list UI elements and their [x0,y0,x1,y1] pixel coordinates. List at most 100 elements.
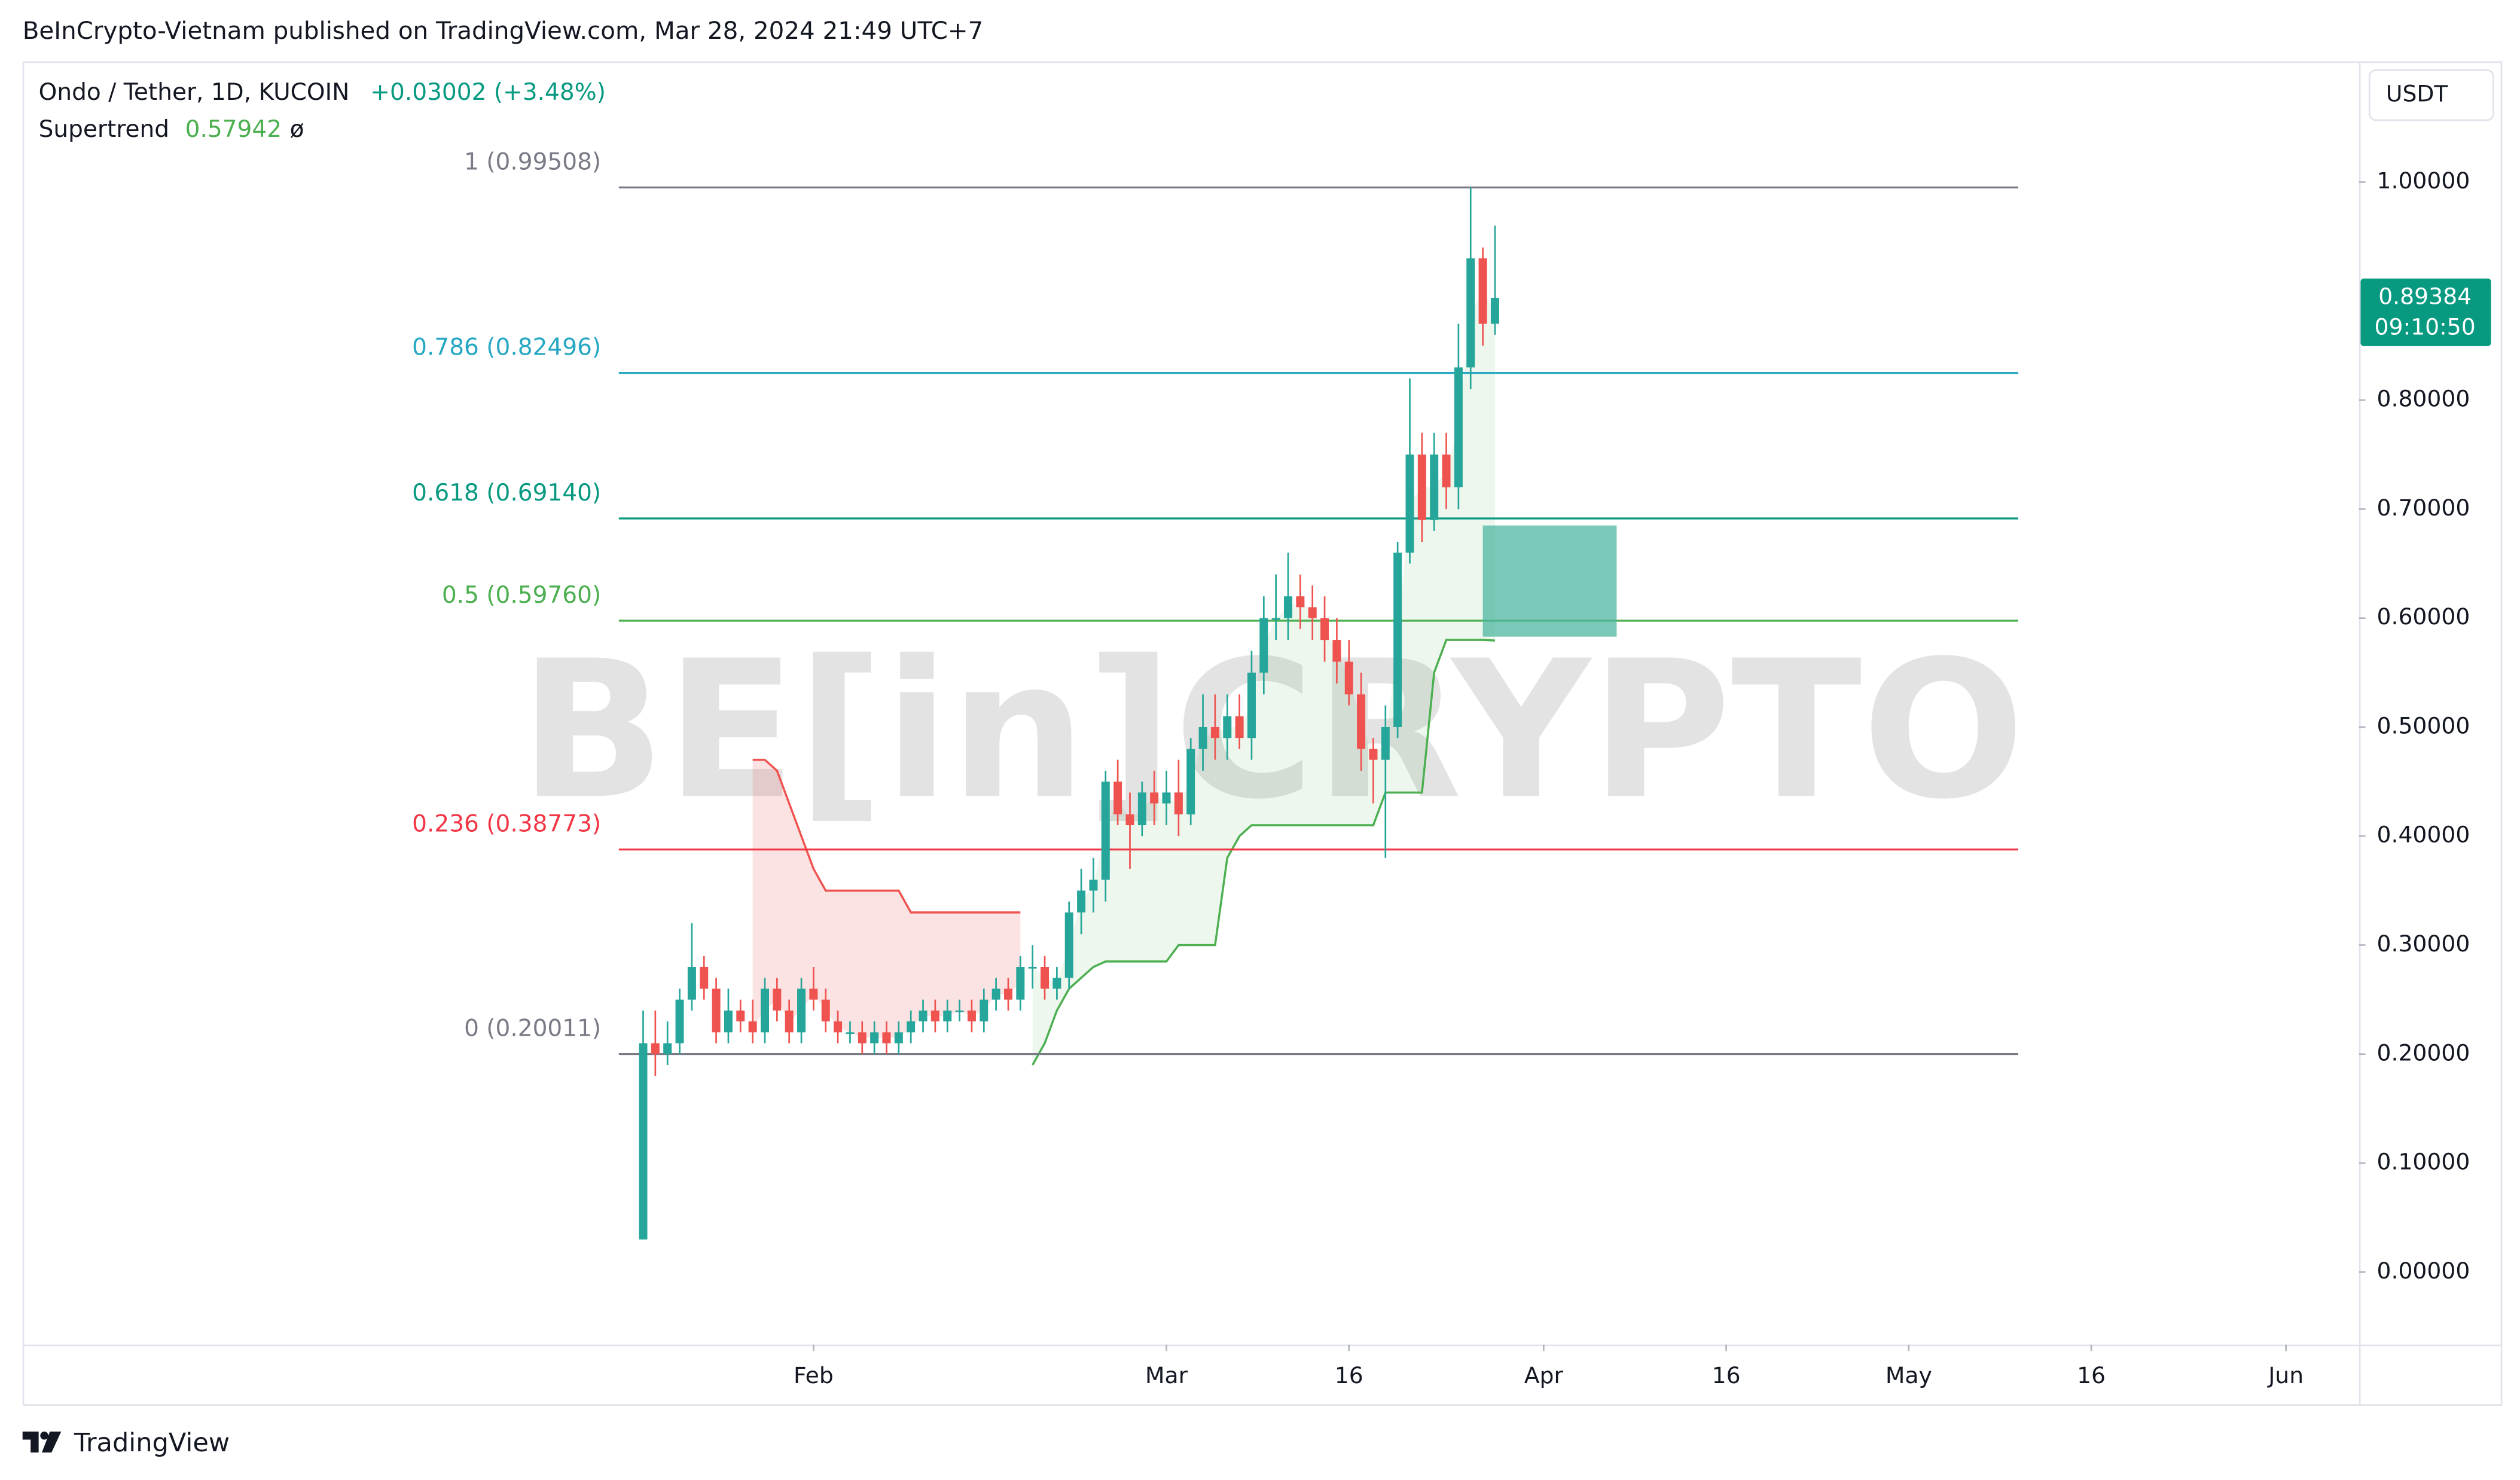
symbol-title: Ondo / Tether, 1D, KUCOIN [39,79,350,106]
logo-mark [42,1431,62,1452]
candle-body [1271,618,1280,620]
candle-body [1137,792,1146,826]
publish-info: BeInCrypto-Vietnam published on TradingV… [23,17,984,45]
supertrend-fill [752,759,1021,1038]
countdown-label: 09:10:50 [2375,314,2476,340]
candle-body [846,1032,855,1035]
candle-body [1381,727,1390,760]
x-tick-label: Jun [2267,1362,2304,1389]
x-tick-label: 16 [2077,1362,2106,1389]
y-tick-label: 0.80000 [2377,386,2470,412]
footer-brand: TradingView [74,1428,230,1458]
zone-box [1482,525,1617,637]
candle-body [1442,454,1451,487]
candle-body [1028,966,1037,969]
y-tick-label: 0.00000 [2377,1258,2470,1284]
candle-body [1064,912,1073,978]
candle-body [1466,258,1475,368]
candle-body [882,1032,891,1043]
candle-body [1186,749,1195,814]
candle-body [955,1010,964,1012]
last-price-box [2360,278,2491,346]
y-tick-label: 0.50000 [2377,712,2470,739]
indicator-name: Supertrend [39,116,169,143]
tradingview-logo [22,1431,62,1452]
candle-body [1308,607,1317,618]
y-tick-label: 0.10000 [2377,1149,2470,1175]
candle-body [1210,727,1219,739]
candle-body [894,1032,903,1043]
supertrend-line [752,758,1021,914]
fib-label: 1 (0.99508) [464,149,601,176]
candle-body [1101,782,1110,880]
watermark: BE[in]CRYPTO [519,620,2025,841]
candle-body [919,1010,928,1022]
candle-body [1405,454,1414,553]
supertrend-line [1032,639,1496,1066]
x-tick-label: Feb [794,1362,834,1389]
candle-body [991,988,1000,1000]
price-change: +0.03002 (+3.48%) [370,79,606,106]
candle-body [1174,792,1183,814]
logo-mark [22,1431,39,1452]
candle-body [834,1021,843,1033]
candle-body [870,1032,879,1043]
candle-body [675,999,684,1043]
candle-body [1344,661,1353,695]
candle-body [760,988,769,1033]
candle-body [1198,727,1207,749]
candle-body [1478,258,1487,324]
candle-body [809,988,818,1000]
candle-body [712,988,721,1033]
candle-body [1162,792,1171,804]
plot-area: 1 (0.99508) 0.786 (0.82496) 0.618 (0.69140… [412,149,2018,1240]
candle-body [736,1010,745,1022]
x-tick-label: May [1886,1362,1932,1389]
currency-button[interactable] [2368,69,2494,121]
candle-body [967,1010,976,1022]
candle-body [943,1010,952,1022]
indicator-symbol: ø [290,116,304,143]
frame [22,61,2503,1406]
candle-body [724,1010,733,1033]
last-price-label: 0.89384 [2378,283,2472,310]
candle-body [1454,367,1463,487]
candle-body [663,1043,672,1054]
y-tick-label: 1.00000 [2377,167,2470,194]
candle-body [639,1043,648,1240]
candle-body [1296,596,1305,608]
candle-body [1259,618,1268,673]
candle-body [1016,966,1025,1000]
candle-body [1077,890,1086,913]
logo-dot [40,1431,48,1440]
candle-body [1235,716,1244,739]
candle-body [858,1032,867,1043]
candle-body [1417,454,1426,520]
fib-label: 0.236 (0.38773) [412,811,601,838]
candle-body [1052,978,1061,989]
candle-body [1089,880,1098,891]
y-tick-label: 0.70000 [2377,495,2470,521]
fib-label: 0.618 (0.69140) [412,480,601,506]
candle-body [907,1021,916,1033]
indicator-value: 0.57942 [185,116,282,143]
candle-body [1430,454,1439,520]
y-tick-label: 0.30000 [2377,930,2470,957]
fib-label: 0.786 (0.82496) [412,334,601,361]
candle-body [1332,640,1341,662]
candle-body [1003,988,1012,1000]
candle-body [1125,814,1134,826]
candle-body [1357,694,1366,749]
candle-body [930,1010,939,1022]
x-tick-label: 16 [1712,1362,1741,1389]
y-tick-label: 0.40000 [2377,822,2470,848]
x-tick-label: Mar [1145,1362,1188,1389]
candle-body [785,1010,794,1033]
candle-body [1113,782,1122,814]
candle-body [1247,672,1256,739]
candle-body [687,966,696,1000]
candle-body [1041,966,1050,989]
